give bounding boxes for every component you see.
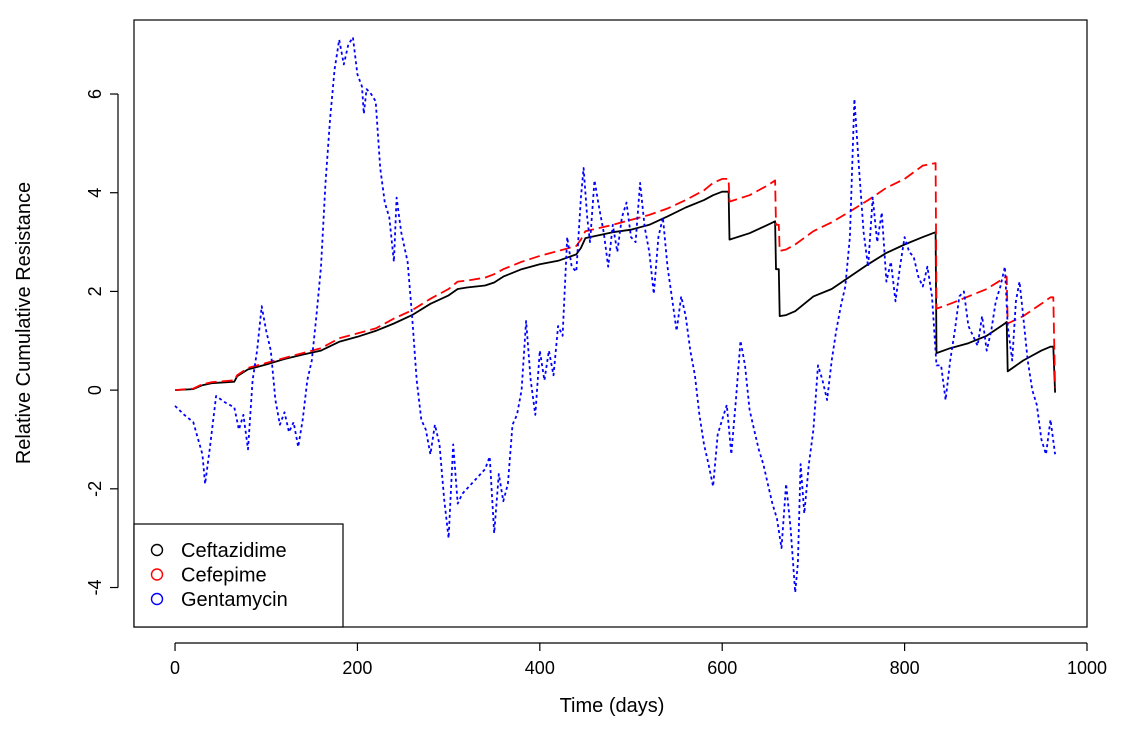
series-line-gentamycin [174, 36, 1056, 594]
y-tick-label: 2 [85, 286, 105, 296]
legend-marker-ceftazidime [150, 543, 164, 557]
y-tick-label: 0 [85, 385, 105, 395]
y-tick-label: 6 [85, 89, 105, 99]
legend-label-ceftazidime: Ceftazidime [181, 540, 287, 562]
y-tick-label: -4 [85, 580, 105, 596]
x-tick-label: 1000 [1067, 658, 1107, 678]
y-tick-label: -2 [85, 481, 105, 497]
y-axis-title: Relative Cumulative Resistance [13, 182, 35, 464]
x-tick-label: 0 [170, 658, 180, 678]
plot-frame [133, 19, 1088, 628]
x-axis: 0 200 400 600 800 1000 [170, 642, 1107, 678]
y-tick-label: 4 [85, 188, 105, 198]
legend-label-gentamycin: Gentamycin [181, 589, 288, 611]
legend-box [133, 523, 344, 628]
legend-label-cefepime: Cefepime [181, 565, 267, 587]
x-tick-label: 800 [890, 658, 920, 678]
x-tick-label: 200 [342, 658, 372, 678]
legend-marker-cefepime [150, 568, 164, 581]
x-tick-label: 600 [707, 658, 737, 678]
series-line-ceftazidime [174, 190, 1056, 393]
x-tick-label: 400 [525, 658, 555, 678]
series-layer [174, 36, 1056, 594]
x-axis-title: Time (days) [560, 695, 665, 717]
y-axis: -4 -2 0 2 4 6 [85, 89, 119, 596]
legend-marker-gentamycin [150, 592, 164, 606]
series-line-cefepime [174, 162, 1056, 391]
